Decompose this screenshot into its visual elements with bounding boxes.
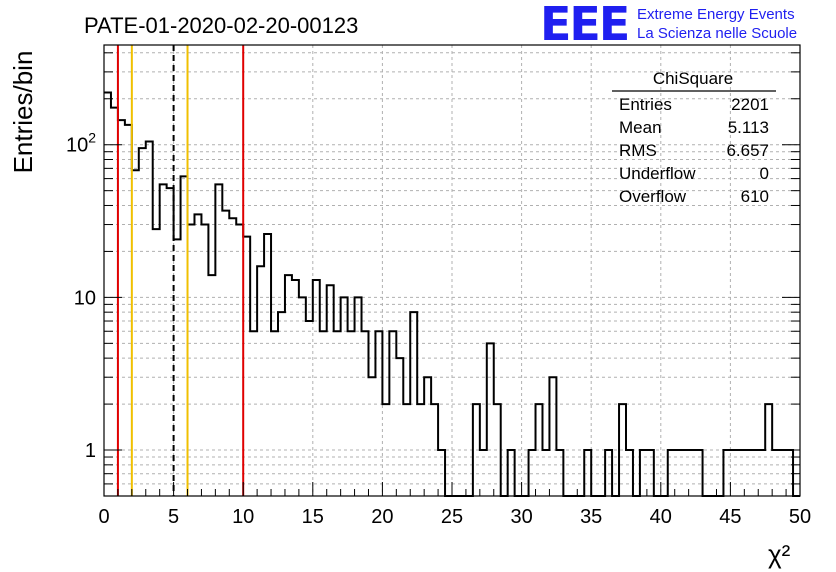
y-axis-title: Entries/bin	[8, 51, 38, 174]
x-tick-label: 15	[302, 506, 324, 528]
x-tick-label: 30	[510, 506, 532, 528]
stats-label-underflow: Underflow	[619, 164, 696, 183]
chart-title: PATE-01-2020-02-20-00123	[84, 13, 358, 38]
grid	[104, 45, 800, 497]
stats-label-overflow: Overflow	[619, 187, 687, 206]
x-tick-label: 5	[168, 506, 179, 528]
logo-line-2: La Scienza nelle Scuole	[637, 25, 797, 42]
stats-value-mean: 5.113	[728, 118, 769, 137]
y-tick-label: 1	[85, 440, 96, 462]
x-tick-label: 50	[789, 506, 811, 528]
histogram	[104, 91, 800, 497]
x-tick-label: 20	[371, 506, 393, 528]
stats-value-underflow: 0	[760, 164, 769, 183]
y-tick-label: 10	[74, 287, 96, 309]
x-tick-label: 0	[98, 506, 109, 528]
stats-value-rms: 6.657	[726, 141, 769, 160]
y-tick-label: 102	[66, 130, 96, 157]
reference-lines	[116, 45, 245, 496]
stats-value-entries: 2201	[731, 95, 769, 114]
stats-box: ChiSquare Entries 2201 Mean 5.113 RMS 6.…	[612, 69, 776, 206]
stats-label-rms: RMS	[619, 141, 657, 160]
stats-value-overflow: 610	[741, 187, 769, 206]
eee-logo: EEE	[540, 0, 628, 51]
stats-label-mean: Mean	[619, 118, 662, 137]
x-axis-title: χ²	[768, 539, 791, 569]
x-tick-label: 45	[719, 506, 741, 528]
stats-label-entries: Entries	[619, 95, 672, 114]
logo-line-1: Extreme Energy Events	[637, 6, 795, 23]
x-tick-label: 40	[650, 506, 672, 528]
histogram-steps	[104, 91, 800, 497]
x-tick-label: 25	[441, 506, 463, 528]
stats-title: ChiSquare	[653, 69, 733, 88]
x-tick-label: 35	[580, 506, 602, 528]
x-tick-label: 10	[232, 506, 254, 528]
axis-ticks: 0 5 10 15 20 25 30 35 40 45 50 1 10 102	[66, 52, 811, 528]
